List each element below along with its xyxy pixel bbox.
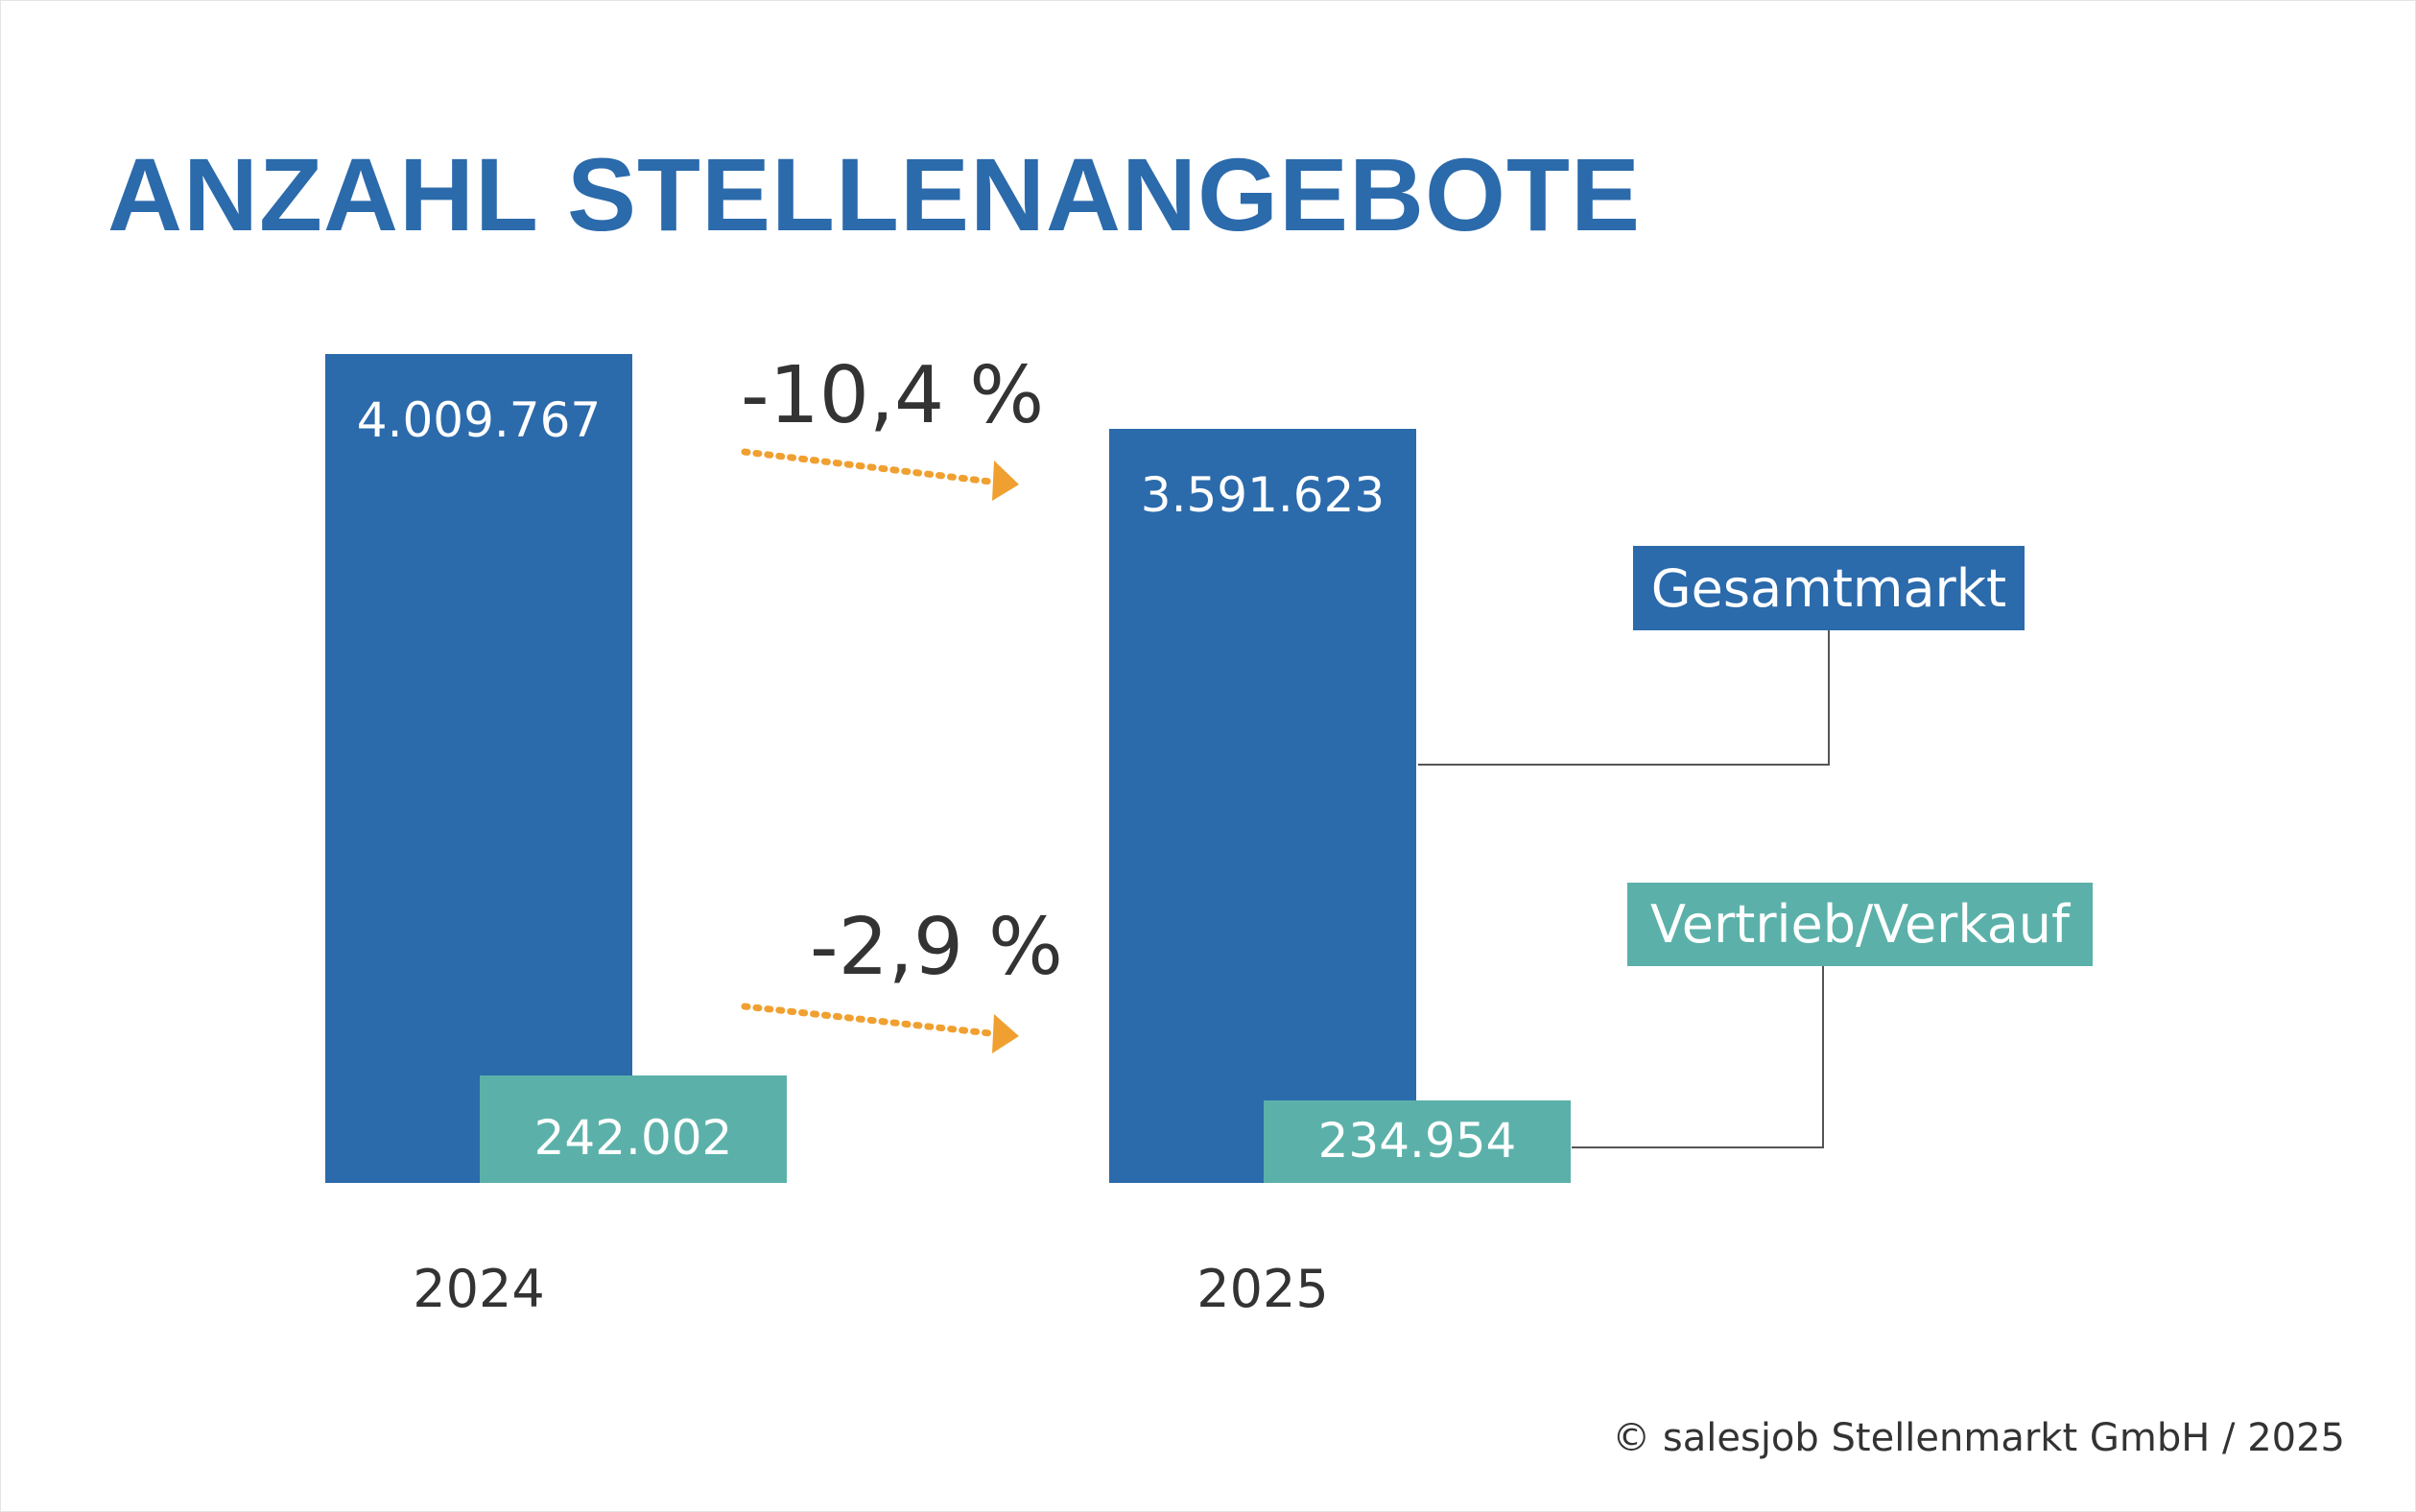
arrow-vertrieb [741,1003,1019,1053]
change-annotation-gesamtmarkt: -10,4 % [741,350,1045,441]
bar-vertrieb-2025 [1264,1100,1571,1183]
data-label-vertrieb-2024: 242.002 [533,1110,733,1166]
x-tick-label-2024: 2024 [413,1259,545,1319]
chart-title: ANZAHL STELLENANGEBOTE [107,136,1642,252]
bar-gesamtmarkt-2024 [325,354,632,1183]
data-label-gesamtmarkt-2025: 3.591.623 [1140,467,1386,524]
legend-gesamtmarkt: Gesamtmarkt [1633,546,2025,630]
copyright: © salesjob Stellenmarkt GmbH / 2025 [1612,1416,2345,1460]
legend-connector-vertrieb [1572,966,1824,1148]
legend-vertrieb: Vertrieb/Verkauf [1627,883,2093,966]
legend-connector-gesamtmarkt [1418,630,1830,766]
data-label-vertrieb-2025: 234.954 [1317,1113,1517,1169]
x-tick-label-2025: 2025 [1196,1259,1329,1319]
data-label-gesamtmarkt-2024: 4.009.767 [356,392,602,448]
arrow-gesamtmarkt [741,448,1019,501]
change-annotation-vertrieb: -2,9 % [810,902,1063,993]
bar-vertrieb-2024 [480,1075,787,1183]
bar-gesamtmarkt-2025 [1109,429,1416,1183]
